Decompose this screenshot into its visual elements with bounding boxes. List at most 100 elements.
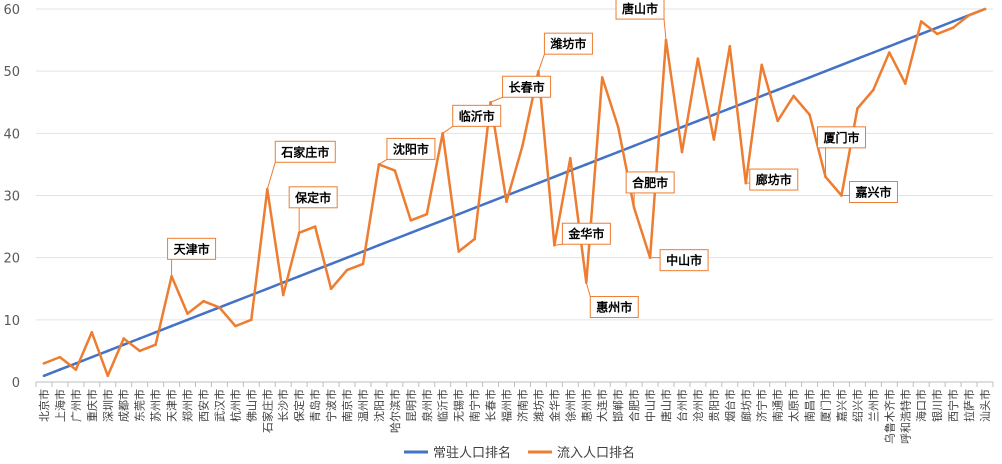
callout-box (625, 171, 675, 194)
callout-label: 保定市 (294, 190, 331, 205)
data-point (808, 113, 811, 116)
data-point (281, 293, 285, 297)
x-tick-label: 南宁市 (468, 389, 482, 422)
data-point (760, 63, 764, 67)
y-tick-label: 30 (3, 190, 20, 205)
data-point (393, 237, 397, 241)
data-point (425, 212, 429, 216)
series-line-resident-rank (43, 7, 986, 377)
callout-box (848, 181, 898, 203)
data-point (42, 374, 46, 378)
callout-label: 中山市 (666, 253, 702, 268)
x-tick-label: 廊坊市 (739, 389, 753, 422)
y-tick-label: 0 (12, 376, 20, 391)
callout-box (274, 140, 336, 163)
data-point (951, 20, 955, 23)
data-point (824, 69, 827, 73)
x-tick-label: 成都市 (117, 389, 131, 422)
data-point (265, 287, 269, 291)
data-point (489, 200, 492, 204)
data-point (297, 275, 301, 278)
data-point (919, 32, 923, 36)
data-point (90, 355, 94, 359)
x-tick-label: 武汉市 (212, 389, 226, 422)
data-point (170, 275, 173, 278)
data-point (648, 138, 652, 141)
data-point (234, 299, 237, 303)
data-point (664, 132, 668, 135)
data-point (728, 107, 732, 110)
data-point (696, 57, 700, 61)
data-point (457, 212, 460, 216)
data-point (744, 100, 748, 104)
data-point (218, 306, 221, 309)
data-point (74, 368, 78, 371)
x-tick-label: 沈阳市 (372, 389, 386, 422)
callout-label: 唐山市 (622, 1, 658, 16)
data-point (154, 343, 157, 347)
data-point (505, 200, 508, 204)
x-tick-label: 哈尔滨市 (388, 389, 402, 433)
callout-box (452, 104, 502, 127)
data-point (90, 330, 94, 334)
data-point (872, 88, 875, 92)
x-tick-label: 惠州市 (579, 389, 593, 422)
data-point (377, 243, 381, 247)
x-tick-label: 乌鲁木齐市 (882, 389, 896, 444)
callout-leader (537, 54, 545, 72)
x-tick-label: 台州市 (675, 389, 689, 422)
x-tick-label: 南通市 (771, 389, 785, 422)
callout-box (749, 168, 799, 191)
y-tick-label: 20 (3, 252, 20, 267)
callout-box (817, 126, 867, 149)
data-point (951, 26, 955, 29)
data-point (122, 343, 126, 347)
callout-box (167, 237, 217, 260)
x-tick-label: 西宁市 (946, 389, 960, 422)
data-point (935, 26, 939, 29)
data-point (138, 349, 141, 353)
x-tick-label: 绍兴市 (850, 389, 864, 422)
data-point (983, 7, 987, 11)
x-tick-label: 天津市 (165, 389, 179, 422)
callout-box (502, 75, 552, 98)
callout-leader (585, 282, 591, 297)
callout-label: 嘉兴市 (854, 185, 891, 200)
x-tick-label: 郑州市 (181, 389, 195, 422)
y-tick-label: 50 (3, 65, 20, 80)
data-point (872, 51, 875, 54)
x-tick-label: 烟台市 (723, 389, 737, 422)
x-tick-label: 沧州市 (691, 389, 705, 422)
x-tick-label: 深圳市 (101, 389, 115, 422)
x-tick-label: 无锡市 (452, 389, 466, 422)
data-point (441, 219, 445, 222)
data-point (632, 144, 636, 148)
y-tick-label: 10 (3, 314, 20, 329)
data-point (186, 312, 189, 315)
x-tick-label: 潍坊市 (531, 389, 545, 422)
data-point (234, 324, 237, 328)
callout-leader (554, 243, 563, 246)
x-tick-label: 杭州市 (228, 389, 242, 422)
data-point (728, 45, 732, 48)
x-tick-label: 厦门市 (819, 389, 833, 422)
x-tick-label: 大连市 (595, 389, 609, 422)
y-tick-label: 40 (3, 127, 20, 142)
data-point (935, 32, 939, 36)
x-tick-label: 金华市 (547, 389, 561, 422)
data-point (616, 150, 620, 154)
x-tick-label: 济宁市 (755, 389, 769, 422)
data-point (409, 231, 413, 235)
data-point (186, 318, 189, 322)
callout-label: 合肥市 (632, 175, 668, 190)
data-point (888, 51, 891, 54)
data-point (776, 119, 779, 123)
data-point (712, 138, 716, 141)
x-tick-label: 中山市 (643, 389, 657, 422)
data-point (58, 355, 62, 359)
data-point (600, 76, 604, 79)
data-point (329, 262, 333, 266)
x-tick-label: 宁波市 (324, 389, 338, 422)
data-point (521, 144, 524, 148)
callout-label: 石家庄市 (280, 144, 329, 159)
